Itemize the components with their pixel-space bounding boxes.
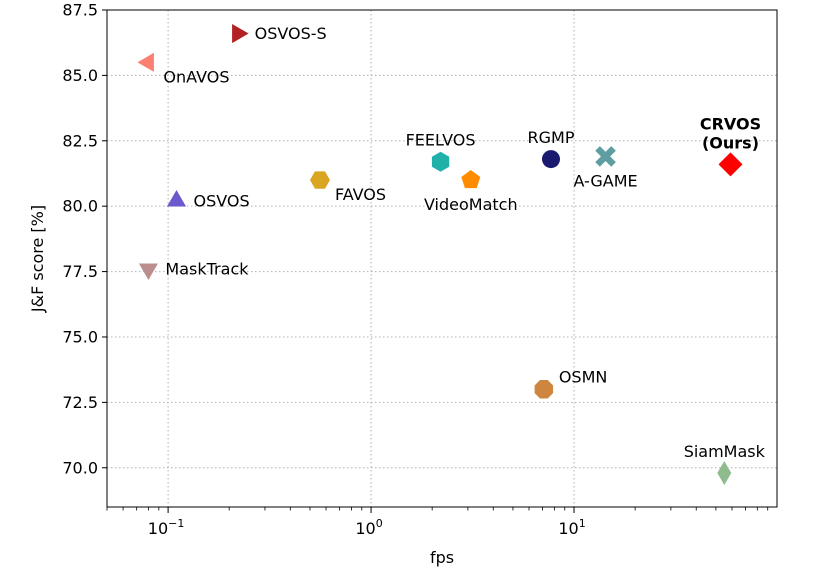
data-point xyxy=(541,150,560,169)
x-tick-label: 10−1 xyxy=(148,517,185,538)
y-tick-label: 80.0 xyxy=(62,197,98,216)
point-label: SiamMask xyxy=(684,442,766,461)
data-point xyxy=(717,460,732,485)
x-axis-title: fps xyxy=(430,548,454,567)
y-tick-label: 75.0 xyxy=(62,327,98,346)
data-point xyxy=(534,380,554,399)
point-label: OSVOS-S xyxy=(255,24,327,43)
point-label: MaskTrack xyxy=(165,259,249,278)
y-tick-label: 82.5 xyxy=(62,131,98,150)
x-tick-label: 101 xyxy=(558,517,585,538)
data-point xyxy=(461,170,481,189)
y-tick-label: 85.0 xyxy=(62,66,98,85)
grid-lines xyxy=(107,9,777,507)
point-label: OSMN xyxy=(559,367,608,386)
plot-frame xyxy=(106,9,778,508)
data-point xyxy=(138,263,158,280)
data-point xyxy=(718,152,743,177)
y-tick-label: 72.5 xyxy=(62,393,98,412)
data-point xyxy=(431,151,450,172)
data-point xyxy=(137,52,154,72)
point-label: A-GAME xyxy=(573,171,637,190)
point-label: RGMP xyxy=(528,128,575,147)
point-label: OnAVOS xyxy=(163,67,229,86)
point-labels: OSVOS-S OnAVOS OSVOS MaskTrack FAVOS FEELVOS V… xyxy=(163,24,765,461)
point-label: CRVOS (Ours) xyxy=(700,114,761,152)
data-points xyxy=(137,24,743,485)
point-label: FAVOS xyxy=(335,185,386,204)
point-label: VideoMatch xyxy=(424,195,518,214)
y-tick-label: 77.5 xyxy=(62,262,98,281)
point-label: FEELVOS xyxy=(406,131,476,150)
y-tick-label: 87.5 xyxy=(62,1,98,20)
y-axis-title: J&F score [%] xyxy=(28,205,47,313)
data-point xyxy=(309,171,330,189)
point-label: OSVOS xyxy=(194,191,250,210)
data-point xyxy=(232,24,249,44)
data-point xyxy=(595,146,616,167)
y-tick-label: 70.0 xyxy=(62,458,98,477)
data-point xyxy=(166,189,187,207)
axis-ticks: 70.0 72.5 75.0 77.5 80.0 82.5 85.0 87.5 10−1 100 1… xyxy=(62,1,769,538)
x-tick-label: 100 xyxy=(355,517,382,538)
marker-stroke xyxy=(595,146,616,167)
